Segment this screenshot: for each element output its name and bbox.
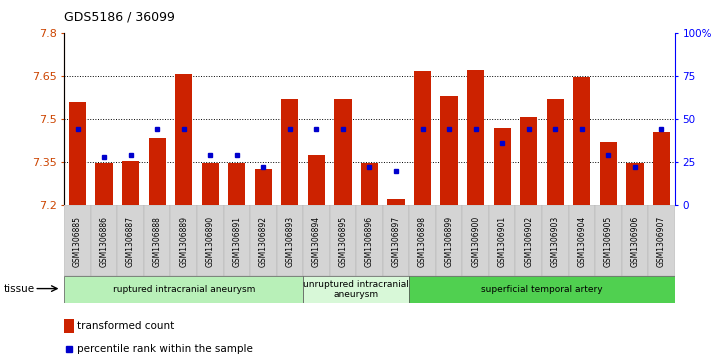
Bar xyxy=(383,205,409,276)
Bar xyxy=(175,74,192,205)
Bar xyxy=(149,138,166,205)
Bar xyxy=(595,205,622,276)
Bar xyxy=(489,205,516,276)
Bar xyxy=(91,205,117,276)
Bar xyxy=(653,132,670,205)
Text: GSM1306885: GSM1306885 xyxy=(73,216,82,267)
Bar xyxy=(64,205,91,276)
Text: GSM1306890: GSM1306890 xyxy=(206,216,215,267)
Bar xyxy=(69,102,86,205)
Text: superficial temporal artery: superficial temporal artery xyxy=(481,285,603,294)
Text: GSM1306892: GSM1306892 xyxy=(259,216,268,267)
Bar xyxy=(255,169,272,205)
Text: unruptured intracranial
aneurysm: unruptured intracranial aneurysm xyxy=(303,280,409,299)
Bar xyxy=(330,205,356,276)
Bar xyxy=(303,276,409,303)
Text: transformed count: transformed count xyxy=(77,321,174,331)
Bar xyxy=(223,205,250,276)
Text: GSM1306898: GSM1306898 xyxy=(418,216,427,267)
Text: GSM1306896: GSM1306896 xyxy=(365,216,374,267)
Bar xyxy=(144,205,171,276)
Text: GSM1306904: GSM1306904 xyxy=(578,216,586,267)
Bar xyxy=(573,77,590,205)
Text: percentile rank within the sample: percentile rank within the sample xyxy=(77,344,253,354)
Bar xyxy=(463,205,489,276)
Bar xyxy=(467,70,484,205)
Bar xyxy=(568,205,595,276)
Bar xyxy=(197,205,223,276)
Bar xyxy=(409,276,675,303)
Bar xyxy=(600,142,617,205)
Text: GSM1306891: GSM1306891 xyxy=(232,216,241,267)
Text: GSM1306893: GSM1306893 xyxy=(286,216,294,267)
Bar xyxy=(308,155,325,205)
Bar xyxy=(171,205,197,276)
Bar xyxy=(493,127,511,205)
Bar xyxy=(388,199,405,205)
Bar xyxy=(441,96,458,205)
Text: GSM1306887: GSM1306887 xyxy=(126,216,135,267)
Text: GSM1306906: GSM1306906 xyxy=(630,216,640,267)
Bar xyxy=(361,163,378,205)
Text: GSM1306901: GSM1306901 xyxy=(498,216,507,267)
Bar xyxy=(409,205,436,276)
Text: GDS5186 / 36099: GDS5186 / 36099 xyxy=(64,11,175,24)
Bar xyxy=(96,163,113,205)
Bar xyxy=(276,205,303,276)
Bar xyxy=(334,99,351,205)
Bar xyxy=(356,205,383,276)
Bar xyxy=(520,118,538,205)
Bar xyxy=(414,72,431,205)
Text: GSM1306899: GSM1306899 xyxy=(445,216,453,267)
Text: GSM1306888: GSM1306888 xyxy=(153,216,161,266)
Bar xyxy=(250,205,276,276)
Bar xyxy=(648,205,675,276)
Text: GSM1306900: GSM1306900 xyxy=(471,216,480,267)
Bar xyxy=(516,205,542,276)
Text: GSM1306905: GSM1306905 xyxy=(604,216,613,267)
Text: GSM1306903: GSM1306903 xyxy=(550,216,560,267)
Bar xyxy=(201,163,219,205)
Text: GSM1306889: GSM1306889 xyxy=(179,216,188,267)
Bar xyxy=(303,205,330,276)
Bar xyxy=(64,319,74,333)
Text: GSM1306886: GSM1306886 xyxy=(99,216,109,267)
Text: GSM1306907: GSM1306907 xyxy=(657,216,666,267)
Text: GSM1306902: GSM1306902 xyxy=(524,216,533,267)
Bar xyxy=(626,163,643,205)
Bar xyxy=(228,163,246,205)
Bar xyxy=(622,205,648,276)
Bar xyxy=(542,205,568,276)
Bar xyxy=(64,276,303,303)
Bar xyxy=(122,160,139,205)
Bar xyxy=(117,205,144,276)
Text: GSM1306895: GSM1306895 xyxy=(338,216,348,267)
Text: GSM1306897: GSM1306897 xyxy=(391,216,401,267)
Text: tissue: tissue xyxy=(4,284,35,294)
Bar xyxy=(547,99,564,205)
Bar xyxy=(281,99,298,205)
Text: ruptured intracranial aneurysm: ruptured intracranial aneurysm xyxy=(113,285,255,294)
Bar xyxy=(436,205,463,276)
Text: GSM1306894: GSM1306894 xyxy=(312,216,321,267)
